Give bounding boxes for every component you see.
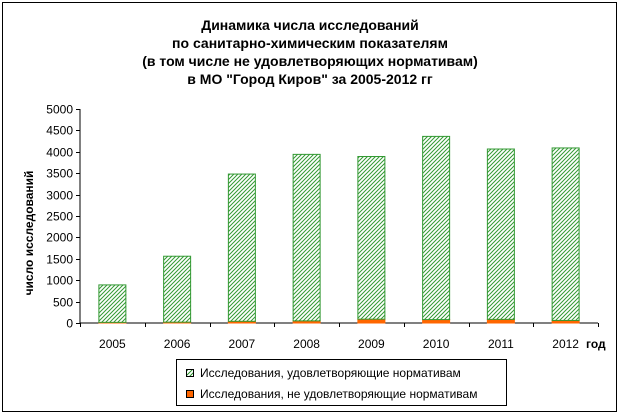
y-tick-label: 3500 [46,167,73,181]
bar-satisfying [98,284,127,323]
bar-not-satisfying [486,318,515,324]
x-axis-label: год [586,337,606,351]
legend-item-satisfying: Исследования, удовлетворяющие нормативам [186,364,461,382]
y-tick-label: 3000 [46,189,73,203]
x-tick-label: 2005 [99,337,126,351]
title-line-3: (в том числе не удовлетворяющих норматив… [142,53,478,69]
legend-label-not-satisfying: Исследования, не удовлетворяющие нормати… [200,387,478,401]
x-tick-label: 2012 [552,337,579,351]
bar-satisfying [551,147,580,321]
bar-satisfying [422,135,451,321]
x-tick-label: 2009 [358,337,385,351]
title-line-1: Динамика числа исследований [201,17,419,33]
legend: Исследования, удовлетворяющие нормативам… [176,359,507,406]
bar-satisfying [227,173,256,322]
x-tick-label: 2008 [293,337,320,351]
bar-satisfying [292,153,321,322]
plot-area: 0 500 1000 1500 2000 2500 3000 3500 4000 4500 5000… [46,103,599,351]
y-tick-label: 500 [53,296,73,310]
y-tick-label: 1000 [46,274,73,288]
y-tick-label: 2000 [46,231,73,245]
y-axis-label: число исследований [22,171,36,296]
y-tick-label: 4000 [46,146,73,160]
bar-satisfying [163,255,192,323]
legend-label-satisfying: Исследования, удовлетворяющие нормативам [200,366,461,380]
y-tick-label: 1500 [46,253,73,267]
x-tick-label: 2007 [229,337,256,351]
x-tick-label: 2006 [164,337,191,351]
bar-satisfying [357,156,386,320]
title-line-2: по санитарно-химическим показателям [172,35,448,51]
x-tick-label: 2011 [488,337,514,351]
bar-not-satisfying [357,318,386,324]
bar-not-satisfying [422,319,451,324]
y-tick-label: 0 [66,317,73,331]
x-tick-label: 2010 [423,337,450,351]
title-line-4: в МО "Город Киров" за 2005-2012 гг [187,71,433,87]
legend-swatch-not-satisfying [186,390,194,398]
chart-title: Динамика числа исследований по санитарно… [60,16,560,88]
legend-item-not-satisfying: Исследования, не удовлетворяющие нормати… [186,385,477,403]
legend-swatch-satisfying [186,369,194,377]
bar-satisfying [486,148,515,320]
y-tick-label: 2500 [46,210,73,224]
y-tick-label: 4500 [46,124,73,138]
y-tick-label: 5000 [46,103,73,117]
